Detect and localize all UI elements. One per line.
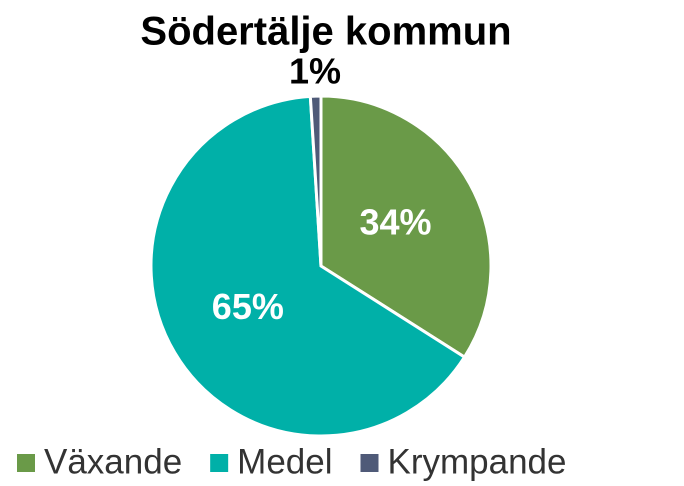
legend-swatch (17, 454, 35, 472)
legend-label: Växande (44, 442, 182, 481)
legend-label: Krympande (388, 442, 567, 481)
data-label: 1% (289, 51, 341, 92)
data-label: 65% (212, 286, 284, 327)
chart-title: Södertälje kommun (140, 10, 511, 54)
pie-slice (149, 94, 467, 438)
legend-label: Medel (237, 442, 332, 481)
pie-slice (308, 94, 323, 267)
legend-swatch (360, 454, 379, 472)
legend-swatch (210, 454, 229, 472)
data-label: 34% (359, 202, 431, 243)
